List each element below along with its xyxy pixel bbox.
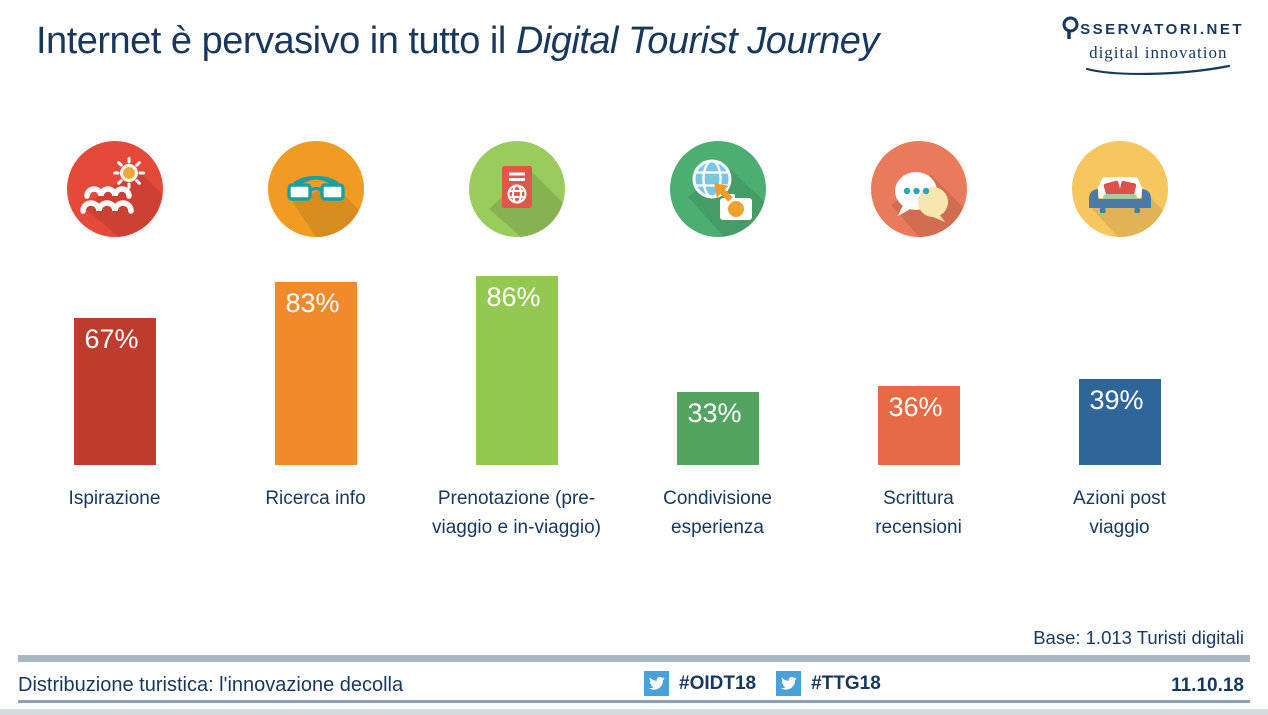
bar-prenotazione: 86% — [475, 275, 558, 465]
category-label: Prenotazione (pre-viaggio e in-viaggio) — [432, 488, 601, 538]
logo-name: SSERVATORI — [1080, 20, 1200, 38]
logo-tagline: digital innovation — [1089, 43, 1228, 62]
bar-value: 86% — [486, 281, 541, 312]
magnifier-icon — [1062, 16, 1079, 39]
sofa-icon — [1071, 141, 1168, 237]
category-label: Azioni post viaggio — [1073, 488, 1166, 538]
chat-bubbles-icon — [870, 141, 967, 237]
bar-value: 39% — [1089, 385, 1144, 416]
bar-zone: 36% — [818, 237, 1019, 465]
hashtag-label: #OIDT18 — [679, 672, 757, 694]
bar-azioni-post: 39% — [1078, 379, 1161, 465]
sea-sun-icon — [66, 141, 163, 237]
column-condivisione: 33% Condivisione esperienza — [617, 141, 818, 542]
bar-zone: 39% — [1019, 237, 1220, 465]
page-title-regular: Internet è pervasivo in tutto il — [36, 20, 516, 62]
globe-camera-icon — [669, 141, 766, 237]
column-prenotazione: 86% Prenotazione (pre-viaggio e in-viagg… — [416, 141, 617, 542]
bar-zone: 33% — [617, 237, 818, 465]
bar-zone: 83% — [215, 237, 416, 465]
footer-divider — [18, 655, 1250, 662]
page-title-italic: Digital Tourist Journey — [515, 20, 880, 62]
bar-value: 83% — [285, 288, 340, 319]
bar-condivisione: 33% — [676, 392, 759, 465]
hashtag-group: #OIDT18 #TTG18 — [644, 671, 881, 696]
footer-rule — [18, 700, 1250, 703]
column-ricerca-info: 83% Ricerca info — [215, 141, 416, 542]
bar-zone: 67% — [14, 237, 215, 465]
category-label: Condivisione esperienza — [663, 488, 772, 538]
logo-tld: .NET — [1199, 20, 1244, 38]
bar-zone: 86% — [416, 237, 617, 465]
bar-chart: 67% Ispirazione — [14, 141, 1254, 542]
logo-wordmark: SSERVATORI .NET — [1061, 16, 1244, 42]
column-ispirazione: 67% Ispirazione — [14, 141, 215, 542]
osservatori-logo: SSERVATORI .NET digital innovation — [1061, 16, 1244, 77]
hashtag-ttg18: #TTG18 — [776, 671, 881, 696]
category-label: Ispirazione — [68, 488, 161, 509]
passport-icon — [468, 141, 565, 237]
category-label: Ricerca info — [265, 488, 366, 509]
bar-value: 36% — [888, 391, 943, 422]
footer-left-text: Distribuzione turistica: l'innovazione d… — [18, 674, 404, 696]
bar-scrittura: 36% — [877, 385, 960, 465]
eyeglasses-icon — [267, 141, 364, 237]
hashtag-label: #TTG18 — [811, 672, 881, 694]
twitter-icon — [776, 671, 802, 696]
hashtag-oidt18: #OIDT18 — [644, 671, 756, 696]
twitter-icon — [644, 671, 669, 696]
bar-ispirazione: 67% — [73, 317, 156, 465]
bar-value: 67% — [84, 323, 139, 354]
column-azioni-post: 39% Azioni post viaggio — [1019, 141, 1220, 542]
category-label: Scrittura recensioni — [875, 488, 962, 538]
logo-swoosh-icon — [1085, 64, 1231, 75]
bar-value: 33% — [687, 398, 742, 429]
footer-date: 11.10.18 — [1171, 675, 1244, 696]
column-scrittura: 36% Scrittura recensioni — [818, 141, 1019, 542]
bar-ricerca-info: 83% — [274, 282, 357, 465]
page-title: Internet è pervasivo in tutto il Digital… — [36, 20, 879, 63]
bottom-strip — [0, 709, 1268, 715]
sample-base-note: Base: 1.013 Turisti digitali — [1033, 627, 1244, 648]
